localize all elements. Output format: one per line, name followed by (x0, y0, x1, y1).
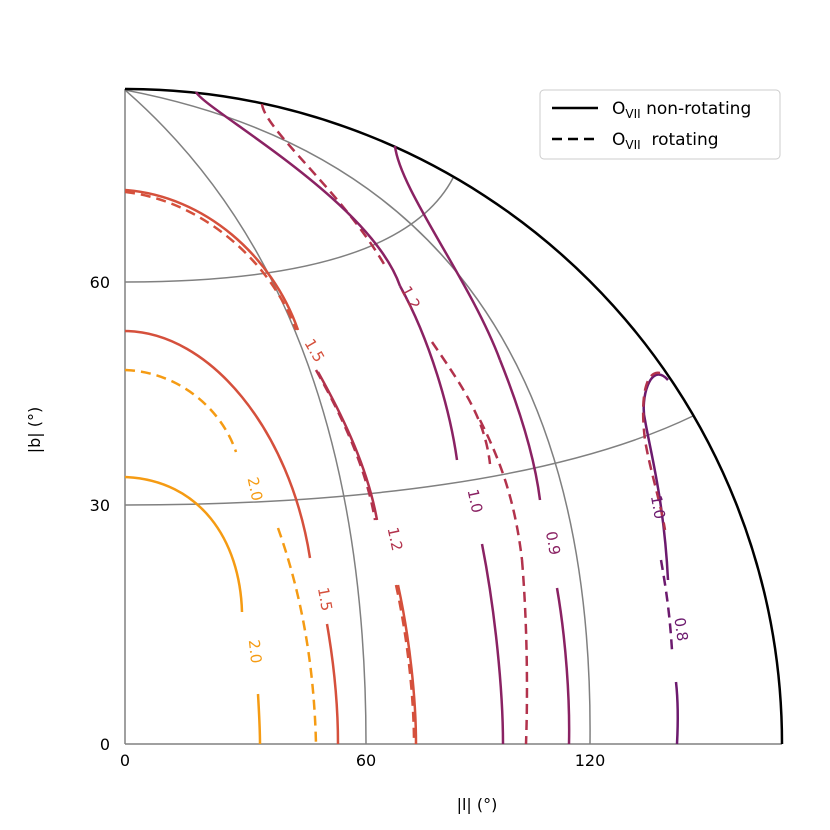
contour-2.0-solid-lower (256, 693, 262, 745)
legend: OVII non-rotating OVII rotating (539, 89, 781, 160)
contour-1.5-solid-lower (325, 623, 340, 745)
ytick-label-30: 30 (90, 496, 110, 515)
legend-sub-1: VII (625, 107, 640, 121)
xtick-label-120: 120 (575, 751, 606, 770)
clabel-1.5-upper: 1.5 (301, 336, 329, 366)
graticule-grid (124, 89, 694, 745)
x-axis-label: |l| (°) (457, 795, 498, 814)
contour-1.2-dashed-lower (394, 584, 416, 745)
clabel-1.5-lower: 1.5 (314, 586, 336, 613)
tick-labels: 0 60 120 0 30 60 (90, 273, 606, 770)
contour-0.8-solid-lower (674, 681, 679, 745)
contour-labels: 2.0 2.0 1.5 1.5 1.2 1.2 1.0 0.9 1.0 0.8 (244, 283, 692, 664)
clabel-2.0-upper: 2.0 (244, 475, 267, 502)
contour-2.0-dashed (124, 368, 238, 453)
xtick-label-60: 60 (356, 751, 376, 770)
parallel-30 (124, 415, 694, 506)
legend-label-rotating: OVII rotating (612, 130, 719, 152)
contour-1.0-dashed-mid (430, 341, 492, 465)
clabel-1.0-mid: 1.0 (464, 487, 487, 514)
contour-1.2-solid-lower (396, 584, 418, 745)
ytick-label-60: 60 (90, 273, 110, 292)
contour-1.0-solid-lower (480, 543, 505, 745)
contour-1.0-solid-mid (398, 285, 459, 461)
contour-0.9-dashed-lower (520, 559, 529, 745)
meridian-120 (124, 89, 591, 745)
contour-0.8-dashed (659, 559, 674, 651)
contour-1.2-dashed (314, 369, 377, 521)
contour-1.5-dashed (124, 190, 298, 331)
clabel-0.9: 0.9 (542, 530, 564, 557)
contour-1.2-dashed-upper (260, 103, 386, 265)
y-axis-label: |b| (°) (25, 407, 44, 454)
ytick-label-0: 0 (100, 735, 110, 754)
legend-label-non-rotating: OVII non-rotating (612, 99, 751, 121)
meridian-60 (124, 89, 367, 745)
contour-0.9-dashed (478, 419, 524, 561)
axes-frame (124, 87, 784, 745)
clabel-1.2-lower: 1.2 (384, 525, 407, 552)
outer-boundary-arc (124, 87, 784, 745)
legend-box (539, 89, 781, 160)
contour-2.0-dashed-lower (276, 527, 318, 745)
contour-0.9-solid (393, 145, 502, 361)
contour-1.0-solid (194, 91, 402, 287)
contour-1.5-solid-upper (124, 188, 300, 331)
contour-1.5-solid (124, 329, 312, 559)
contour-lines (124, 91, 679, 745)
parallel-60 (124, 177, 454, 283)
contour-0.9-solid-mid (498, 359, 542, 501)
clabel-1.0-right: 1.0 (647, 494, 669, 521)
clabel-0.8: 0.8 (670, 616, 691, 642)
contour-1.0-solid-right (642, 373, 670, 581)
xtick-label-0: 0 (120, 751, 130, 770)
contour-2.0-solid (124, 475, 244, 613)
contour-0.9-solid-lower (555, 587, 571, 745)
legend-sub-2: VII (625, 138, 640, 152)
clabel-2.0-lower: 2.0 (245, 639, 265, 665)
